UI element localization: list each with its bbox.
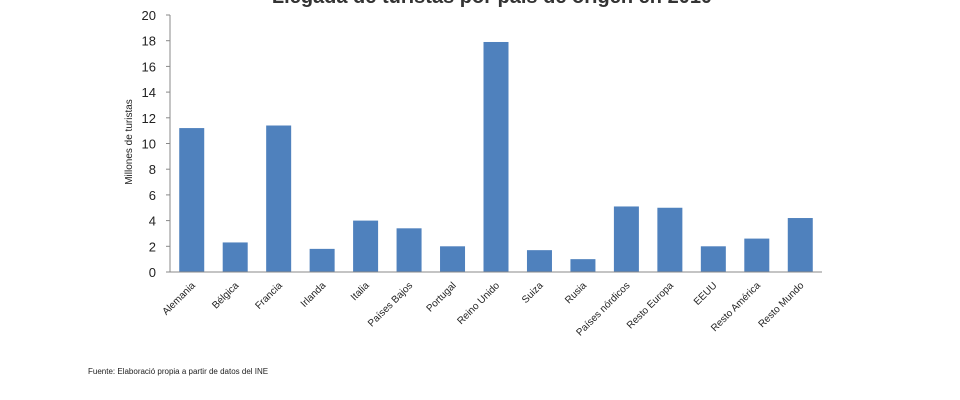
bar [309, 248, 335, 272]
x-tick-label: Bélgica [210, 280, 241, 311]
x-tick-label: Resto Mundo [757, 280, 807, 330]
source-note: Fuente: Elaboració propia a partir de da… [88, 367, 269, 376]
x-tick-label: Rusia [563, 280, 589, 306]
y-tick-label: 6 [149, 188, 156, 203]
y-tick-label: 0 [149, 265, 156, 280]
bar [787, 218, 813, 272]
x-axis-labels: Alemania Bélgica Francia Irlanda ItaliaPaíse… [161, 280, 807, 338]
bar [483, 41, 509, 272]
chart-title: Llegada de turistas por país de origen e… [272, 0, 712, 8]
bar [700, 246, 726, 272]
bar [613, 206, 639, 272]
x-tick-label: EEUU [692, 280, 719, 307]
y-tick-label: 2 [149, 239, 156, 254]
x-tick-label: Francia [253, 280, 285, 312]
bar [570, 259, 596, 272]
bar [440, 246, 466, 272]
bar [353, 220, 379, 272]
x-tick-label: Italia [349, 280, 372, 303]
y-tick-label: 16 [142, 59, 156, 74]
bar [526, 250, 552, 272]
bars [179, 41, 813, 272]
y-axis-label: Millones de turistas [124, 99, 135, 185]
y-axis-ticks: 0 2 4 6 8 10 12 14 16 18 20 [142, 8, 170, 280]
bar [179, 128, 205, 272]
bar [657, 207, 683, 272]
bar [396, 228, 422, 272]
x-tick-label: Suiza [520, 280, 546, 306]
y-tick-label: 12 [142, 111, 156, 126]
bar [222, 242, 248, 272]
x-tick-label: Reino Unido [455, 280, 502, 327]
x-tick-label: Resto Europa [625, 280, 676, 331]
y-tick-label: 20 [142, 8, 156, 23]
y-tick-label: 8 [149, 162, 156, 177]
y-tick-label: 18 [142, 34, 156, 49]
bar [744, 238, 770, 272]
x-tick-label: Alemania [161, 280, 199, 318]
x-tick-label: Irlanda [299, 280, 329, 310]
bar [266, 125, 292, 272]
y-tick-label: 14 [142, 85, 156, 100]
y-tick-label: 10 [142, 137, 156, 152]
x-tick-label: Portugal [425, 280, 459, 314]
x-tick-label: Países Bajos [366, 280, 415, 329]
y-tick-label: 4 [149, 214, 156, 229]
